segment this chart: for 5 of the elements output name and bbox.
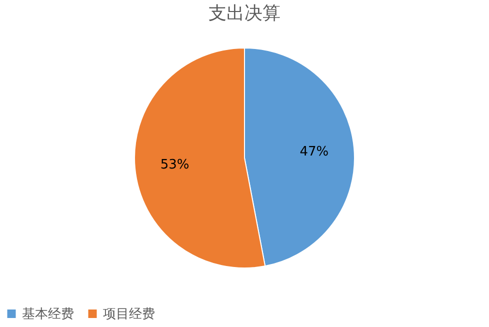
legend-label: 项目经费 <box>103 306 155 321</box>
legend-label: 基本经费 <box>22 306 74 321</box>
data-label: 47% <box>300 144 329 160</box>
data-label: 53% <box>160 158 190 173</box>
chart-title: 支出决算 <box>208 3 280 24</box>
